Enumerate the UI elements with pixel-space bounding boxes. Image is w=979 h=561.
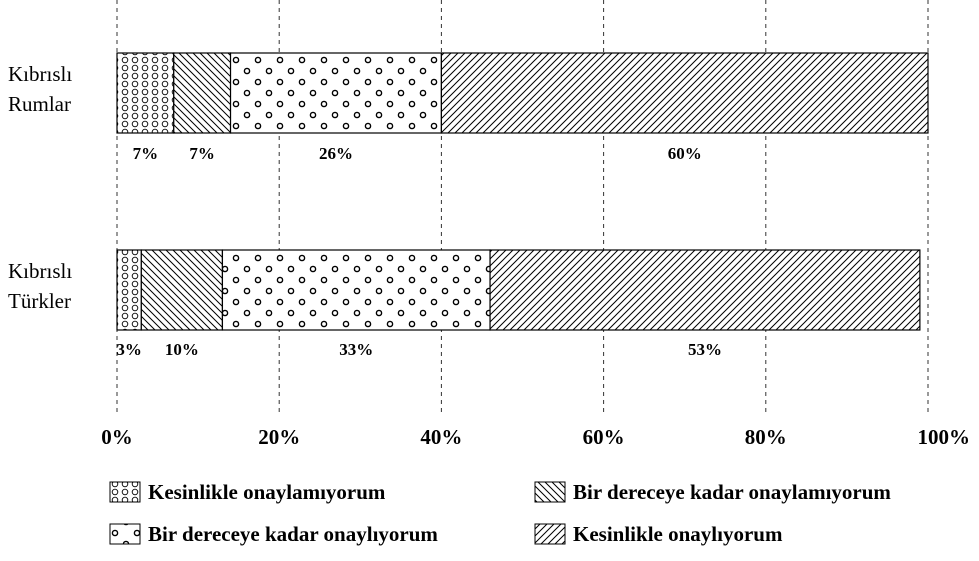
bar-segment (116, 52, 175, 134)
bar-segment (440, 52, 929, 134)
legend-label: Bir dereceye kadar onaylamıyorum (573, 480, 891, 504)
bar-segment (116, 249, 142, 331)
legend: Kesinlikle onaylamıyorum Bir dereceye kad… (109, 480, 891, 546)
tick-label: 40% (420, 425, 462, 449)
data-labels: 7% 7% 26% 60% 3% 10% 33% 53% (116, 144, 722, 359)
legend-swatch (109, 523, 141, 545)
tick-label: 80% (745, 425, 787, 449)
data-label: 7% (189, 144, 215, 163)
data-label: 26% (319, 144, 353, 163)
legend-swatch (534, 523, 566, 545)
legend-label: Kesinlikle onaylıyorum (573, 522, 783, 546)
data-label: 3% (116, 340, 142, 359)
tick-label: 100% (918, 425, 971, 449)
legend-label: Bir dereceye kadar onaylıyorum (148, 522, 438, 546)
tick-label: 20% (258, 425, 300, 449)
bar-segment (140, 249, 224, 331)
data-label: 7% (133, 144, 159, 163)
bar-segment (489, 249, 921, 331)
x-axis-ticks: 0% 20% 40% 60% 80% 100% (101, 425, 970, 449)
data-label: 53% (688, 340, 722, 359)
data-label: 33% (339, 340, 373, 359)
category-label: Kıbrıslı (8, 62, 72, 86)
category-labels: Kıbrıslı Rumlar Kıbrıslı Türkler (8, 62, 72, 313)
legend-swatch (534, 481, 566, 503)
data-label: 60% (668, 144, 702, 163)
category-label: Türkler (8, 289, 71, 313)
legend-label: Kesinlikle onaylamıyorum (148, 480, 386, 504)
bar-segment (173, 52, 232, 134)
tick-label: 60% (583, 425, 625, 449)
data-label: 10% (165, 340, 199, 359)
tick-label: 0% (101, 425, 133, 449)
legend-swatch (109, 481, 141, 503)
bars (116, 52, 929, 331)
bar-segment (229, 52, 442, 134)
category-label: Kıbrıslı (8, 259, 72, 283)
category-label: Rumlar (8, 92, 71, 116)
bar-segment (221, 249, 491, 331)
